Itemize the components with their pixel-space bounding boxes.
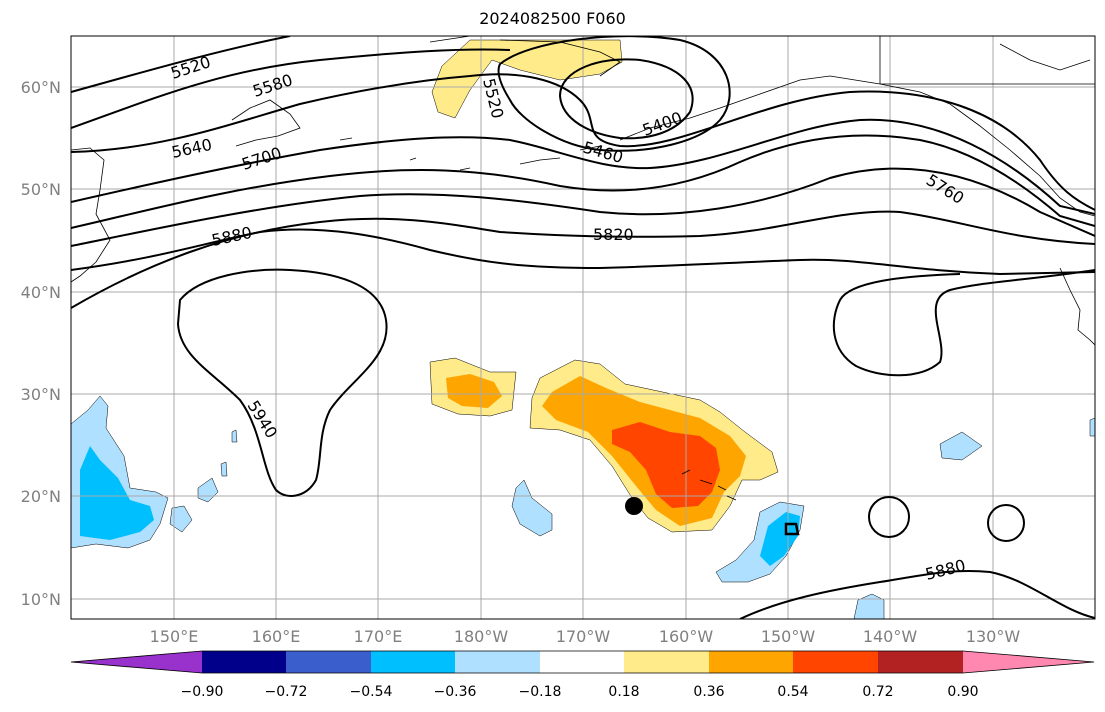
lon-label: 130°W (966, 627, 1021, 646)
contour-line (71, 48, 511, 129)
contour-line (868, 496, 910, 538)
height-contours (71, 36, 1095, 619)
negative-anomaly-region (220, 461, 228, 477)
lon-label: 160°W (659, 627, 714, 646)
colorbar-segment (71, 651, 202, 673)
contour-line (739, 569, 1095, 619)
lon-label: 170°E (354, 627, 403, 646)
colorbar-tick-label: −0.54 (350, 684, 393, 700)
positive-anomaly-region (446, 374, 502, 408)
colorbar-tick-label: 0.54 (777, 684, 808, 700)
lon-label: 150°E (150, 627, 199, 646)
colorbar-segment (709, 651, 794, 673)
negative-anomaly-region (511, 479, 553, 537)
negative-anomaly-region (760, 512, 800, 566)
colorbar-tick-label: 0.90 (947, 684, 978, 700)
contour-label: 5820 (593, 225, 634, 244)
lon-label: 140°W (863, 627, 918, 646)
lon-label: 150°W (761, 627, 816, 646)
colorbar-segment (963, 651, 1094, 673)
negative-anomaly-region (231, 429, 238, 443)
colorbar-tick-label: 0.18 (608, 684, 639, 700)
contour-line (558, 58, 694, 140)
colorbar-segment (286, 651, 371, 673)
latitude-labels: 60°N 50°N 40°N 30°N 20°N 10°N (21, 78, 61, 609)
contour-line (176, 268, 388, 497)
shaded-anomaly-fields (71, 39, 1095, 619)
colorbar-segment (793, 651, 878, 673)
lat-label: 40°N (21, 283, 61, 302)
lon-label: 180°W (454, 627, 509, 646)
contour-line (987, 504, 1025, 542)
contour-line (71, 36, 291, 93)
colorbar-segment (878, 651, 963, 673)
colorbar: −0.90 −0.72 −0.54 −0.36 −0.18 0.18 0.36 … (70, 650, 1095, 700)
negative-anomaly-region (1089, 417, 1095, 437)
colorbar-tick-label: −0.72 (265, 684, 308, 700)
colorbar-tick-labels: −0.90 −0.72 −0.54 −0.36 −0.18 0.18 0.36 … (181, 684, 979, 700)
colorbar-segment (202, 651, 287, 673)
negative-anomaly-region (853, 593, 885, 619)
map-title: 2024082500 F060 (479, 9, 626, 28)
contour-line (832, 269, 1095, 377)
positive-anomaly-region (612, 422, 720, 508)
colorbar-tick-label: 0.72 (862, 684, 893, 700)
gridlines (71, 36, 1095, 619)
colorbar-segment (540, 651, 625, 673)
contour-line (71, 73, 1095, 211)
colorbar-segment (624, 651, 709, 673)
lat-label: 60°N (21, 78, 61, 97)
contour-line (71, 134, 1095, 229)
negative-anomaly-region (939, 431, 983, 461)
lat-label: 50°N (21, 180, 61, 199)
lat-label: 30°N (21, 385, 61, 404)
negative-anomaly-region (80, 446, 154, 540)
lon-label: 160°E (252, 627, 301, 646)
colorbar-segment (371, 651, 456, 673)
longitude-labels: 150°E 160°E 170°E 180°W 170°W 160°W 150°… (150, 627, 1021, 646)
negative-anomaly-region (169, 505, 193, 533)
coastlines (71, 36, 1095, 501)
colorbar-segment (455, 651, 540, 673)
positive-anomaly-region (431, 39, 623, 119)
colorbar-tick-label: −0.36 (434, 684, 477, 700)
contour-line (71, 118, 1095, 215)
colorbar-tick-label: −0.90 (181, 684, 224, 700)
contour-line (71, 167, 1095, 247)
colorbar-tick-label: −0.18 (519, 684, 562, 700)
colorbar-tick-label: 0.36 (693, 684, 724, 700)
lat-label: 20°N (21, 487, 61, 506)
location-marker (625, 497, 643, 515)
lon-label: 170°W (556, 627, 611, 646)
contour-line (784, 522, 800, 536)
lat-label: 10°N (21, 590, 61, 609)
map-frame (70, 35, 1096, 620)
contour-line (71, 228, 1095, 276)
